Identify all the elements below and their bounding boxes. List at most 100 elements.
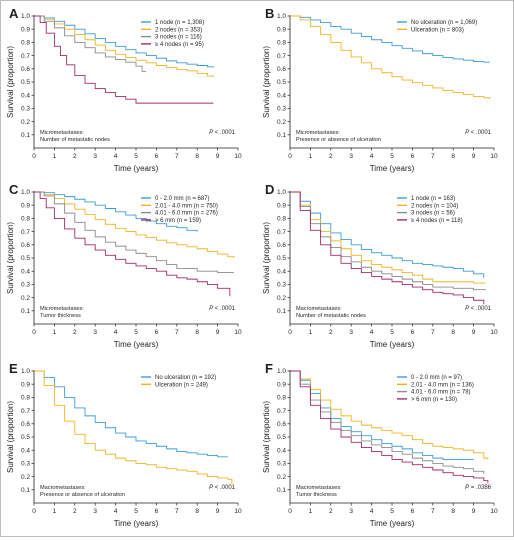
panel-c-legend-label: 0 - 2.0 mm (n = 687)	[155, 196, 210, 202]
panel-d-x-axis-title: Time (years)	[370, 340, 415, 349]
panel-c-x-tick-label: 8	[195, 329, 199, 336]
panel-c-annotation-line: Micrometastases:	[40, 306, 84, 312]
panel-f-x-tick-label: 2	[329, 508, 333, 515]
panel-b-y-tick-label: 0.7	[277, 53, 286, 60]
panel-b-y-tick-label: 0.4	[277, 92, 286, 99]
panel-d-y-tick-label: 0.9	[277, 202, 286, 209]
panel-b-x-axis-title: Time (years)	[370, 164, 415, 173]
panel-d-x-tick-label: 3	[349, 329, 353, 336]
panel-a-x-tick-label: 8	[195, 153, 199, 160]
panel-f-x-tick-label: 6	[411, 508, 415, 515]
panel-d-y-tick-label: 0.6	[277, 242, 286, 249]
panel-c-legend-label: > 6 mm (n = 159)	[155, 218, 201, 224]
panel-c-legend-label: 2.01 - 4.0 mm (n = 750)	[155, 203, 218, 209]
panel-d-x-tick-label: 5	[390, 329, 394, 336]
panel-e-y-axis-title: Survival (proportion)	[6, 401, 15, 473]
panel-b-annotation-line: Presence or absence of ulceration	[296, 137, 381, 143]
panel-c-y-tick-label: 0.3	[21, 282, 30, 289]
panel-d-annotation-line: Number of metastatic nodes	[296, 313, 366, 319]
panel-d-y-axis-title: Survival (proportion)	[262, 222, 271, 294]
panel-f-series-4-curve	[290, 370, 489, 484]
panel-c-x-tick-label: 2	[73, 329, 77, 336]
panel-e-legend-label: No ulceration (n = 192)	[155, 375, 216, 381]
panel-c-x-tick-label: 0	[32, 329, 36, 336]
panel-f-y-tick-label: 0.9	[277, 381, 286, 388]
panel-c-x-tick-label: 9	[216, 329, 220, 336]
panel-e-annotation-line: Macrometastases:	[40, 485, 86, 491]
panel-a-x-tick-label: 3	[93, 153, 97, 160]
panel-c-p-value: P < .0001	[209, 306, 236, 312]
panel-c-y-tick-label: 0.5	[21, 255, 30, 262]
panel-c-y-tick-label: 0.9	[21, 202, 30, 209]
panel-e-y-tick-label: 0.4	[21, 447, 30, 454]
panel-b-x-tick-label: 6	[411, 153, 415, 160]
panel-f-y-tick-label: 0.4	[277, 447, 286, 454]
panel-f-x-tick-label: 7	[431, 508, 435, 515]
panel-c-y-tick-label: 0.4	[21, 268, 30, 275]
panel-d-y-tick-label: 0.2	[277, 295, 286, 302]
panel-f-x-tick-label: 5	[390, 508, 394, 515]
panel-e-x-tick-label: 8	[195, 508, 199, 515]
panel-f-x-tick-label: 10	[490, 508, 498, 515]
panel-a-p-value: P < .0001	[209, 130, 236, 136]
panel-f-annotation-line: Tumor thickness	[296, 492, 337, 498]
panel-f-p-value: P = .0386	[465, 485, 492, 491]
panel-e-x-tick-label: 10	[234, 508, 242, 515]
panel-f-letter: F	[265, 361, 273, 376]
panel-b-x-tick-label: 0	[288, 153, 292, 160]
panel-c-y-tick-label: 0.1	[21, 308, 30, 315]
panel-a-x-tick-label: 5	[134, 153, 138, 160]
panel-d-series-1-curve	[290, 191, 485, 278]
panel-c-y-tick-label: 1.0	[21, 189, 30, 196]
panel-e-x-tick-label: 6	[155, 508, 159, 515]
panel-b-p-value: P < .0001	[465, 130, 492, 136]
panel-e-y-tick-label: 1.0	[21, 368, 30, 375]
panel-b-y-tick-label: 0.5	[277, 79, 286, 86]
panel-e: E 0.1 0.2 0.3 0.4 0.5 0.6 0.7 0.8 0.9 1.0 0 1 2 3 4 5 6 7 8…	[6, 361, 242, 528]
panel-b-y-tick-label: 1.0	[277, 13, 286, 20]
panel-d-y-tick-label: 1.0	[277, 189, 286, 196]
panel-a-y-tick-label: 0.1	[21, 132, 30, 139]
panel-a-x-tick-label: 9	[216, 153, 220, 160]
panel-b-y-tick-label: 0.6	[277, 66, 286, 73]
panel-a-y-tick-label: 0.6	[21, 66, 30, 73]
panel-c-series-4-curve	[34, 191, 231, 297]
panel-a-y-axis-title: Survival (proportion)	[6, 46, 15, 118]
panel-f-y-axis-title: Survival (proportion)	[262, 401, 271, 473]
panel-f-y-tick-label: 0.2	[277, 474, 286, 481]
panel-d-x-tick-label: 6	[411, 329, 415, 336]
panel-b-y-tick-label: 0.8	[277, 40, 286, 47]
panel-b-x-tick-label: 9	[472, 153, 476, 160]
panel-f-x-axis-title: Time (years)	[370, 519, 415, 528]
panel-e-series-2-curve	[34, 370, 233, 485]
panel-a-y-tick-label: 0.9	[21, 26, 30, 33]
panel-f-x-tick-label: 1	[309, 508, 313, 515]
panel-b-x-tick-label: 8	[451, 153, 455, 160]
panel-d-x-tick-label: 2	[329, 329, 333, 336]
panel-c-y-axis-title: Survival (proportion)	[6, 222, 15, 294]
panel-d-y-tick-label: 0.7	[277, 229, 286, 236]
panel-a-legend-label: 2 nodes (n = 353)	[155, 27, 202, 33]
panel-b-x-tick-label: 1	[309, 153, 313, 160]
panel-b-y-tick-label: 0.9	[277, 26, 286, 33]
panel-a-y-tick-label: 0.8	[21, 40, 30, 47]
panel-c-annotation-line: Tumor thickness	[40, 313, 81, 319]
panel-b: B 0.1 0.2 0.3 0.4 0.5 0.6 0.7 0.8 0.9 1.0 0 1 2 3 4 5 6 7 8…	[262, 6, 498, 173]
panel-e-x-tick-label: 7	[175, 508, 179, 515]
panel-d-y-tick-label: 0.8	[277, 216, 286, 223]
panel-d-legend-label: 1 node (n = 163)	[411, 196, 455, 202]
panel-a-x-tick-label: 2	[73, 153, 77, 160]
panel-f-annotation-line: Macrometastases:	[296, 485, 342, 491]
panel-a-x-tick-label: 10	[234, 153, 242, 160]
panel-c-x-tick-label: 6	[155, 329, 159, 336]
panel-a-x-tick-label: 1	[53, 153, 57, 160]
panel-d-legend-label: 3 nodes (n = 56)	[411, 211, 455, 217]
panel-e-y-tick-label: 0.7	[21, 408, 30, 415]
panel-e-x-tick-label: 9	[216, 508, 220, 515]
panel-f-x-tick-label: 0	[288, 508, 292, 515]
panel-d-y-tick-label: 0.5	[277, 255, 286, 262]
panel-d-p-value: P < .0001	[465, 306, 492, 312]
panel-f-legend-label: 4.01 - 6.0 mm (n = 78)	[411, 390, 471, 396]
panel-e-x-tick-label: 3	[93, 508, 97, 515]
